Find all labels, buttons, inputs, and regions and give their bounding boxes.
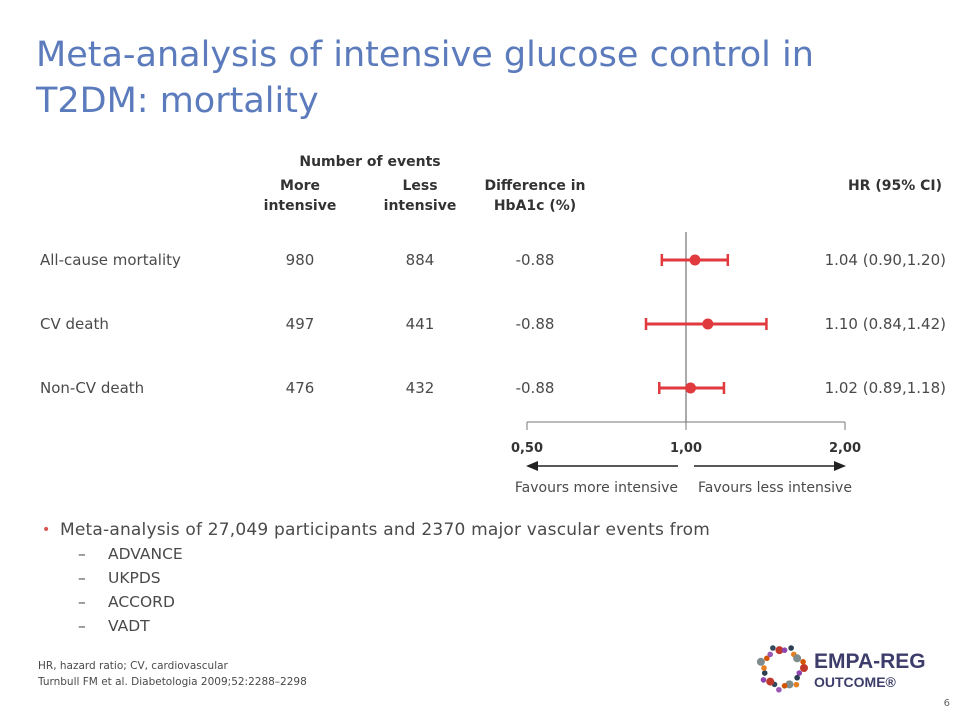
hr-point [689,254,701,266]
logo-dot [781,647,788,653]
row-label-non-cv-death: Non-CV death [40,379,145,397]
page-number: 6 [943,698,950,709]
sub-bullet-text: UKPDS [108,569,161,587]
row-hr-non-cv-death: 1.02 (0.89,1.18) [824,379,946,397]
header-less-line2: intensive [383,198,457,214]
logo-line1: EMPA-REG [814,650,926,673]
sub-bullet-text: VADT [108,617,150,635]
sub-bullet-text: ACCORD [108,593,175,611]
header-more-line2: intensive [263,198,337,214]
logo-ring-icon [756,645,808,693]
logo-dot [796,670,803,676]
forest-row [660,254,730,266]
favours-more-intensive-label: Favours more intensive [515,480,678,496]
header-less-intensive: Less intensive [370,176,470,216]
bullet-list: • Meta-analysis of 27,049 participants a… [42,518,710,638]
header-diff-line1: Difference in [484,178,586,194]
hr-point [685,382,697,394]
logo-dot [800,659,806,665]
right-arrow-head [834,461,846,471]
row-less-all-cause: 884 [405,251,435,269]
header-more-intensive: More intensive [250,176,350,216]
header-hr-ci: HR (95% CI) [847,178,942,194]
logo-dot [775,646,784,655]
sub-bullet-accord: – ACCORD [78,593,175,611]
bullet-main: • Meta-analysis of 27,049 participants a… [42,518,710,542]
logo-dot [776,686,782,693]
sub-bullet-vadt: – VADT [78,617,150,635]
logo-dot [756,657,765,666]
footnote-reference: Turnbull FM et al. Diabetologia 2009;52:… [38,676,307,688]
bullet-main-text: Meta-analysis of 27,049 participants and… [60,520,710,540]
logo-line2: OUTCOME® [814,674,896,690]
header-diff-line2: HbA1c (%) [493,198,577,214]
logo-dot [761,665,767,671]
row-more-cv-death: 497 [285,315,315,333]
row-diff-non-cv-death: -0.88 [515,379,555,397]
logo-dot [770,645,776,651]
favours-less-intensive-label: Favours less intensive [698,480,852,496]
logo-dot [794,674,800,681]
header-hba1c-difference: Difference in HbA1c (%) [470,176,600,216]
logo-dot [800,664,808,672]
logo-dot [793,654,802,663]
row-diff-cv-death: -0.88 [515,315,555,333]
logo-dot [793,681,800,688]
row-more-non-cv-death: 476 [285,379,315,397]
row-less-cv-death: 441 [405,315,435,333]
forest-row [658,382,726,394]
forest-row [644,318,768,330]
logo-dot [785,680,794,689]
x-tick-label: 0,50 [511,441,543,456]
logo-dot [764,655,770,662]
bullet-dot-icon: • [42,522,51,538]
sub-bullet-advance: – ADVANCE [78,545,183,563]
logo-dot [760,677,767,683]
slide-title: Meta-analysis of intensive glucose contr… [36,35,814,121]
row-label-all-cause: All-cause mortality [40,251,181,269]
row-hr-all-cause: 1.04 (0.90,1.20) [824,251,946,269]
header-more-line1: More [280,178,320,194]
logo-dot [788,645,794,651]
footnote-abbreviations: HR, hazard ratio; CV, cardiovascular [38,660,228,672]
logo-dot [766,677,775,686]
left-arrow-head [526,461,538,471]
row-diff-all-cause: -0.88 [515,251,555,269]
row-more-all-cause: 980 [285,251,315,269]
x-tick-label: 1,00 [670,441,702,456]
empa-reg-logo: EMPA-REG OUTCOME® [752,636,942,700]
logo-dot [767,651,774,658]
row-label-cv-death: CV death [40,315,109,333]
row-hr-cv-death: 1.10 (0.84,1.42) [824,315,946,333]
logo-dot [761,670,768,676]
logo-dot [781,683,788,689]
favours-arrows [526,461,846,471]
row-less-non-cv-death: 432 [405,379,435,397]
header-number-of-events: Number of events [299,154,441,170]
header-less-line1: Less [402,178,438,194]
hr-point [702,318,714,330]
sub-bullet-text: ADVANCE [108,545,183,563]
sub-bullet-ukpds: – UKPDS [78,569,161,587]
x-tick-label: 2,00 [829,441,861,456]
